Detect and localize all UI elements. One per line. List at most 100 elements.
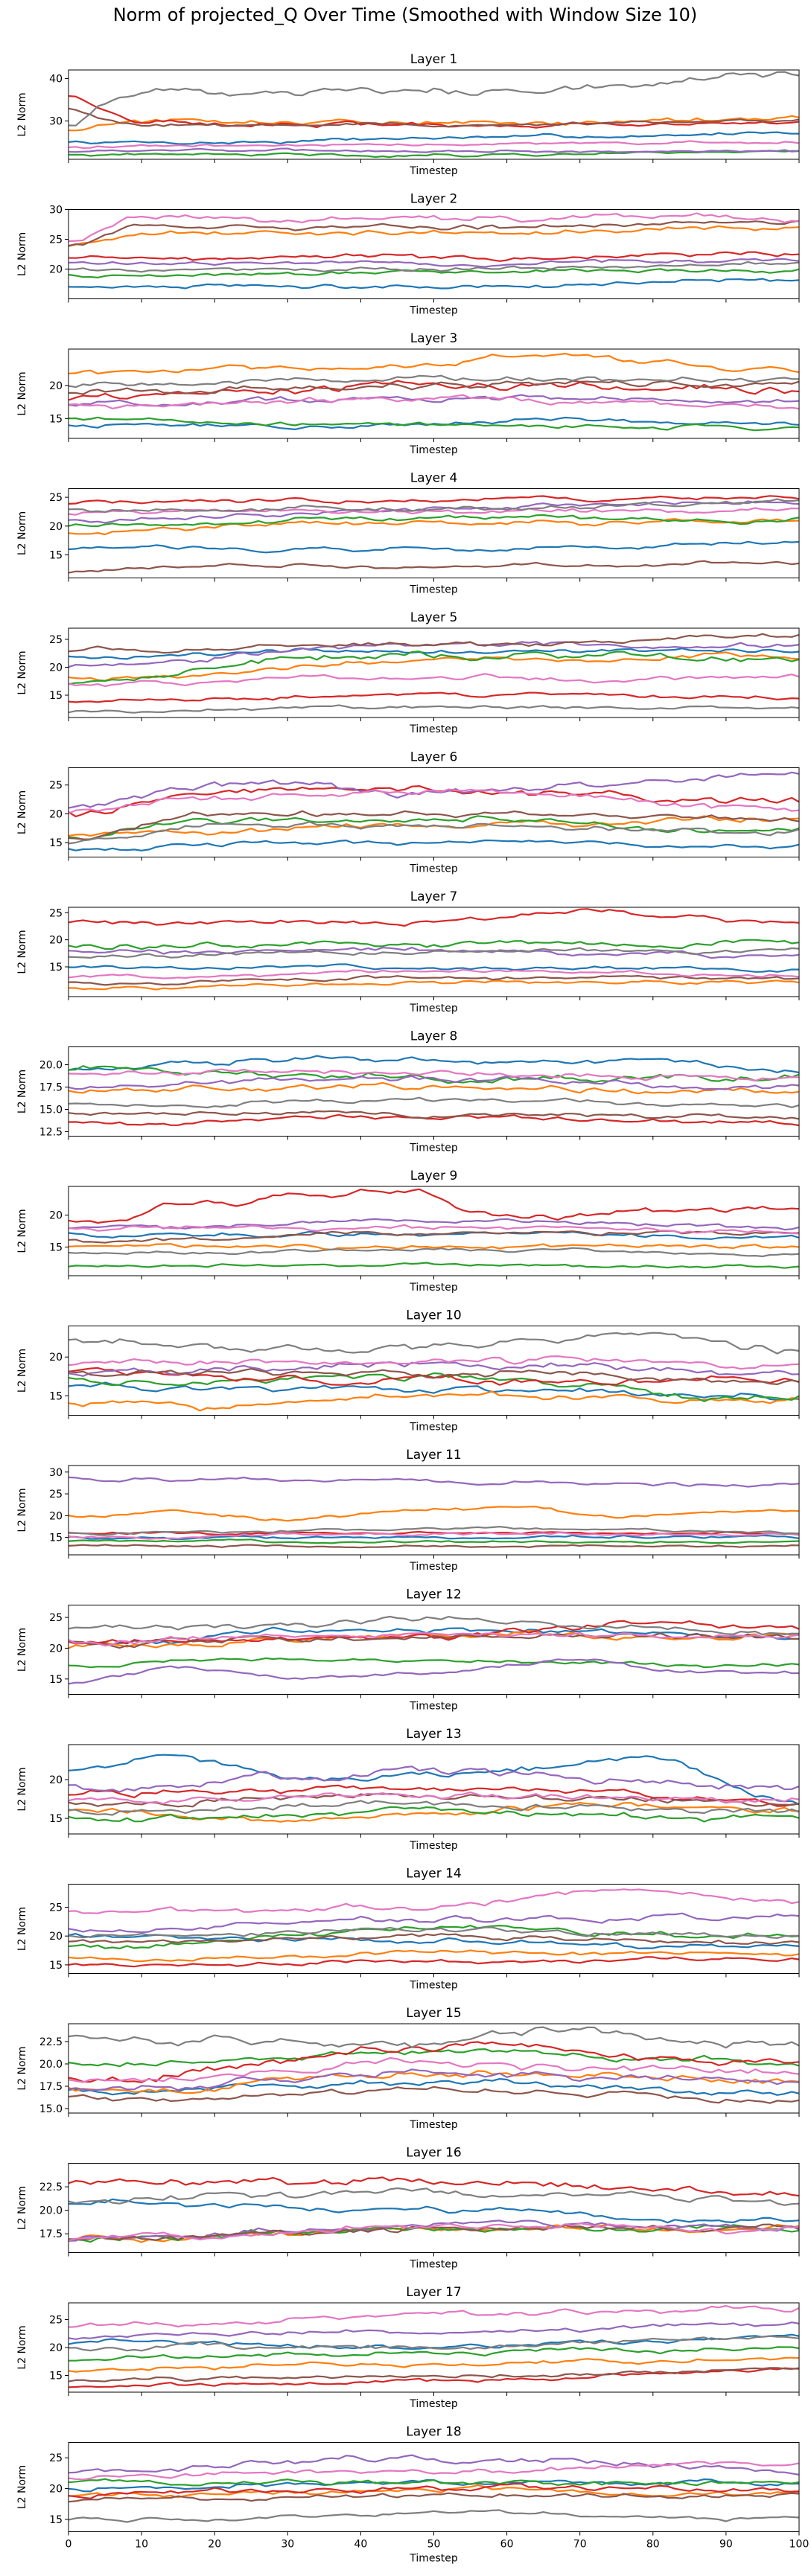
- y-tick-label: 20: [49, 1210, 63, 1222]
- series-line-s2: [69, 1506, 799, 1522]
- subplot-title: Layer 15: [406, 2006, 461, 2021]
- subplot-layer-14: Layer 14 15 20 25 Timestep L2 Norm: [16, 1867, 800, 1992]
- series-line-s4: [69, 1113, 799, 1127]
- subplot-layer-9: Layer 9 15 20 Timestep L2 Norm: [16, 1169, 800, 1294]
- series-line-s7: [69, 140, 799, 149]
- subplot-title: Layer 14: [406, 1867, 461, 1882]
- series-line-s1: [69, 540, 799, 554]
- series-line-s4: [69, 2483, 799, 2499]
- subplot-title: Layer 16: [406, 2146, 461, 2161]
- subplot-title: Layer 11: [406, 1448, 461, 1463]
- series-line-s7: [69, 1224, 799, 1235]
- series-line-s2: [69, 1243, 799, 1251]
- series-line-s8: [69, 374, 799, 389]
- subplot-layer-17: Layer 17 15 20 25 Timestep L2 Norm: [16, 2285, 800, 2410]
- series-line-s8: [69, 2509, 799, 2523]
- y-tick-label: 25: [49, 1612, 63, 1624]
- series-line-s7: [69, 1355, 799, 1370]
- series-line-s7: [69, 1888, 799, 1914]
- x-axis-label: Timestep: [409, 2119, 458, 2131]
- series-lines: [69, 1615, 799, 1685]
- x-axis-label: Timestep: [409, 1003, 458, 1014]
- series-line-s4: [69, 1956, 799, 1968]
- series-line-s4: [69, 2041, 799, 2083]
- subplot-title: Layer 7: [410, 889, 458, 904]
- series-lines: [69, 2304, 799, 2388]
- series-line-s6: [69, 107, 799, 128]
- x-tick-label: 30: [281, 2539, 294, 2551]
- series-line-s7: [69, 1531, 799, 1540]
- series-line-s3: [69, 2346, 799, 2362]
- series-line-s8: [69, 498, 799, 513]
- y-tick-label: 25: [49, 907, 63, 919]
- series-line-s8: [69, 2335, 799, 2352]
- series-line-s6: [69, 633, 799, 654]
- series-lines: [69, 1888, 799, 1968]
- x-axis-label: Timestep: [409, 1561, 458, 1573]
- series-line-s3: [69, 1262, 799, 1269]
- series-line-s3: [69, 416, 799, 432]
- series-line-s3: [69, 1806, 799, 1823]
- series-line-s1: [69, 1754, 799, 1806]
- y-tick-label: 20: [49, 935, 63, 947]
- series-line-s6: [69, 220, 799, 247]
- series-line-s2: [69, 2070, 799, 2094]
- series-line-s3: [69, 1372, 799, 1402]
- series-line-s2: [69, 1949, 799, 1963]
- series-line-s1: [69, 839, 799, 851]
- series-line-s4: [69, 95, 799, 129]
- series-line-s2: [69, 2356, 799, 2373]
- y-tick-label: 12.5: [39, 1127, 63, 1139]
- subplot-layer-2: Layer 2 20 25 30 Timestep L2 Norm: [16, 192, 800, 317]
- x-tick-label: 100: [789, 2539, 810, 2551]
- subplot-title: Layer 5: [410, 610, 458, 625]
- series-line-s8: [69, 71, 799, 127]
- x-axis-label: Timestep: [409, 2398, 458, 2410]
- axes-frame: [68, 1744, 800, 1835]
- subplot-layer-5: Layer 5 15 20 25 Timestep L2 Norm: [16, 610, 800, 735]
- x-tick-label: 50: [427, 2539, 441, 2551]
- subplot-layer-11: Layer 11 15 20 25 30 Timestep L2 Norm: [16, 1448, 800, 1573]
- series-line-s2: [69, 225, 799, 247]
- x-axis-label: Timestep: [409, 1282, 458, 1294]
- series-line-s8: [69, 261, 799, 273]
- series-line-s5: [69, 1361, 799, 1377]
- subplot-layer-8: Layer 8 12.5 15.0 17.5 20.0 Timestep L2 Norm: [16, 1029, 800, 1154]
- y-tick-label: 25: [49, 492, 63, 504]
- series-line-s2: [69, 979, 799, 991]
- y-tick-label: 30: [49, 205, 63, 217]
- figure-title: Norm of projected_Q Over Time (Smoothed …: [113, 4, 698, 25]
- series-line-s4: [69, 1530, 799, 1536]
- series-lines: [69, 633, 799, 714]
- series-line-s4: [69, 1620, 799, 1645]
- series-line-s7: [69, 968, 799, 979]
- y-tick-label: 22.5: [39, 2182, 63, 2193]
- series-line-s5: [69, 771, 799, 809]
- subplot-title: Layer 12: [406, 1588, 461, 1602]
- series-lines: [69, 1055, 799, 1127]
- y-tick-label: 25: [49, 1489, 63, 1500]
- y-tick-label: 20: [49, 1643, 63, 1655]
- y-axis-label: L2 Norm: [16, 930, 28, 974]
- y-tick-label: 15: [49, 837, 63, 849]
- series-line-s5: [69, 1658, 799, 1685]
- series-line-s7: [69, 2056, 799, 2083]
- series-lines: [69, 2026, 799, 2104]
- subplot-title: Layer 6: [410, 750, 458, 765]
- series-line-s5: [69, 394, 799, 407]
- y-axis-label: L2 Norm: [16, 1488, 28, 1532]
- series-line-s7: [69, 1791, 799, 1805]
- series-line-s6: [69, 1367, 799, 1386]
- subplot-title: Layer 9: [410, 1169, 458, 1183]
- y-tick-label: 15: [49, 1674, 63, 1686]
- x-axis-label: Timestep: [409, 1840, 458, 1852]
- series-lines: [69, 1754, 799, 1823]
- subplot-layer-1: Layer 1 30 40 Timestep L2 Norm: [16, 52, 800, 177]
- y-tick-label: 25: [49, 1902, 63, 1914]
- x-tick-label: 60: [500, 2539, 514, 2551]
- series-line-s5: [69, 1765, 799, 1793]
- series-line-s7: [69, 673, 799, 688]
- y-tick-label: 25: [49, 780, 63, 792]
- x-axis-label: Timestep: [409, 1980, 458, 1992]
- subplot-layer-12: Layer 12 15 20 25 Timestep L2 Norm: [16, 1588, 800, 1713]
